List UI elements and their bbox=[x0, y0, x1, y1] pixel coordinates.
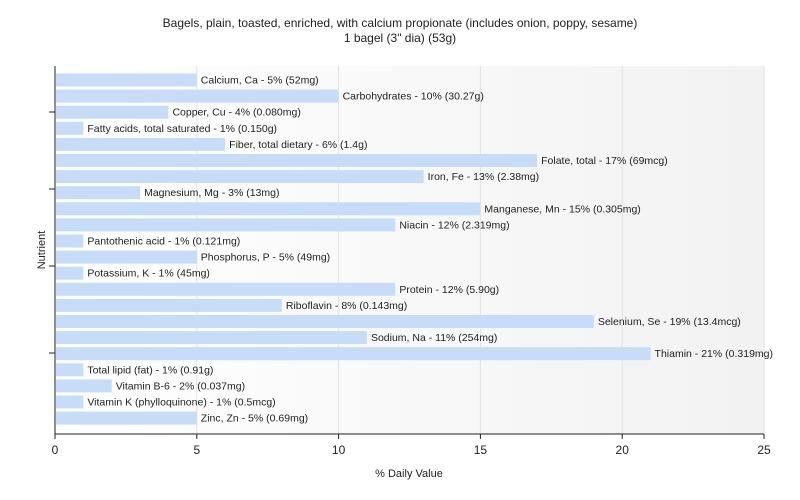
bar-label: Fatty acids, total saturated - 1% (0.150… bbox=[87, 123, 277, 135]
bar-label: Sodium, Na - 11% (254mg) bbox=[371, 332, 497, 344]
bar-label: Iron, Fe - 13% (2.38mg) bbox=[428, 171, 539, 183]
bar bbox=[56, 315, 594, 328]
chart-subtitle: 1 bagel (3" dia) (53g) bbox=[343, 31, 457, 45]
bar bbox=[56, 250, 197, 264]
bar-label: Magnesium, Mg - 3% (13mg) bbox=[144, 187, 279, 199]
bar bbox=[56, 234, 84, 248]
bar bbox=[56, 218, 396, 232]
bar bbox=[56, 202, 481, 216]
bar-label: Carbohydrates - 10% (30.27g) bbox=[343, 91, 484, 103]
bar bbox=[56, 379, 112, 393]
bar bbox=[56, 331, 367, 345]
bar bbox=[56, 411, 197, 425]
bar-label: Fiber, total dietary - 6% (1.4g) bbox=[229, 139, 367, 151]
bar bbox=[56, 395, 84, 409]
x-tick-label: 20 bbox=[616, 443, 630, 457]
x-tick-label: 5 bbox=[193, 443, 200, 457]
bar-label: Copper, Cu - 4% (0.080mg) bbox=[172, 107, 300, 119]
y-axis-label: Nutrient bbox=[36, 231, 48, 270]
bar-label: Protein - 12% (5.90g) bbox=[399, 284, 499, 296]
bar bbox=[56, 170, 424, 184]
bar bbox=[56, 347, 651, 361]
x-tick-label: 10 bbox=[332, 443, 346, 457]
bar bbox=[56, 73, 197, 87]
bar bbox=[56, 186, 141, 200]
chart-title: Bagels, plain, toasted, enriched, with c… bbox=[162, 16, 638, 30]
bar-label: Zinc, Zn - 5% (0.69mg) bbox=[201, 413, 308, 425]
x-ticks: 0 5 10 15 20 25 bbox=[52, 434, 771, 457]
bar bbox=[56, 282, 396, 296]
x-axis-label: % Daily Value bbox=[375, 468, 443, 480]
bar bbox=[56, 154, 538, 167]
plot-area bbox=[55, 66, 764, 434]
bar-label: Niacin - 12% (2.319mg) bbox=[399, 219, 509, 231]
bar-label: Total lipid (fat) - 1% (0.91g) bbox=[87, 364, 213, 376]
bar bbox=[56, 363, 84, 377]
bar bbox=[56, 266, 84, 280]
bar bbox=[56, 298, 282, 312]
grid-lines bbox=[196, 66, 765, 434]
x-tick-label: 0 bbox=[52, 443, 59, 457]
bars bbox=[56, 73, 651, 425]
bar-labels: Calcium, Ca - 5% (52mg) Carbohydrates - 1… bbox=[87, 75, 773, 425]
bar-label: Folate, total - 17% (69mcg) bbox=[541, 155, 668, 167]
bar-label: Riboflavin - 8% (0.143mg) bbox=[286, 300, 407, 312]
bar bbox=[56, 137, 226, 151]
bar-label: Pantothenic acid - 1% (0.121mg) bbox=[87, 236, 240, 248]
x-tick-label: 25 bbox=[757, 443, 771, 457]
bar-label: Manganese, Mn - 15% (0.305mg) bbox=[484, 203, 640, 215]
bar-label: Thiamin - 21% (0.319mg) bbox=[655, 348, 773, 360]
chart-title-block: Bagels, plain, toasted, enriched, with c… bbox=[0, 16, 800, 46]
axes bbox=[49, 66, 764, 435]
bar-label: Selenium, Se - 19% (13.4mcg) bbox=[598, 316, 741, 328]
bar-label: Phosphorus, P - 5% (49mg) bbox=[201, 252, 330, 264]
bar-label: Calcium, Ca - 5% (52mg) bbox=[201, 75, 319, 87]
bar bbox=[56, 121, 84, 135]
bar bbox=[56, 105, 169, 119]
bar bbox=[56, 89, 339, 103]
x-tick-label: 15 bbox=[474, 443, 488, 457]
bar-label: Vitamin B-6 - 2% (0.037mg) bbox=[116, 380, 245, 392]
bar-label: Vitamin K (phylloquinone) - 1% (0.5mcg) bbox=[87, 397, 275, 409]
bar-label: Potassium, K - 1% (45mg) bbox=[87, 268, 210, 280]
